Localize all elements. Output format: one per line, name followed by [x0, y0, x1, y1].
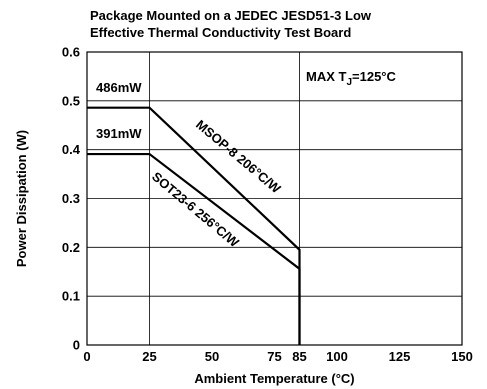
x-tick-label-100: 100 — [326, 349, 348, 364]
x-tick-label-0: 0 — [83, 349, 90, 364]
x-tick-label-25: 25 — [142, 349, 156, 364]
x-tick-label-50: 50 — [205, 349, 219, 364]
title-line-2: Effective Thermal Conductivity Test Boar… — [90, 25, 351, 40]
x-tick-label-150: 150 — [451, 349, 473, 364]
series-lines — [87, 106, 301, 345]
annotation-prefix: MAX T — [306, 69, 347, 84]
y-axis-label: Power Dissipation (W) — [14, 130, 29, 267]
msop8-series-label: MSOP-8 206°C/W — [193, 117, 284, 197]
chart-title: Package Mounted on a JEDEC JESD51-3 Low … — [90, 8, 372, 40]
sot23-value-label: 391mW — [96, 126, 142, 141]
y-tick-label-0.4: 0.4 — [62, 142, 81, 157]
tick-labels: 0 25 50 75 85 100 125 150 0 0.1 0.2 0.3 0.4 0.5 0.6 — [62, 45, 473, 365]
msop8-series-line — [87, 106, 301, 345]
y-tick-label-0: 0 — [73, 338, 80, 353]
sot23-series-line — [87, 152, 301, 345]
y-tick-label-0.6: 0.6 — [62, 45, 80, 60]
title-line-1: Package Mounted on a JEDEC JESD51-3 Low — [90, 8, 372, 23]
x-tick-label-85: 85 — [292, 349, 306, 364]
y-tick-label-0.2: 0.2 — [62, 240, 80, 255]
y-tick-label-0.3: 0.3 — [62, 191, 80, 206]
x-tick-label-125: 125 — [389, 349, 411, 364]
max-tj-annotation: MAX TJ=125°C — [306, 69, 396, 88]
annotation-subscript: J — [346, 77, 352, 88]
y-tick-label-0.1: 0.1 — [62, 289, 80, 304]
grid-lines — [87, 52, 462, 345]
annotation-suffix: =125°C — [352, 69, 396, 84]
y-tick-label-0.5: 0.5 — [62, 93, 80, 108]
x-axis-label: Ambient Temperature (°C) — [194, 371, 354, 386]
plot-frame — [86, 51, 463, 346]
msop8-value-label: 486mW — [96, 80, 142, 95]
x-tick-label-75: 75 — [267, 349, 281, 364]
